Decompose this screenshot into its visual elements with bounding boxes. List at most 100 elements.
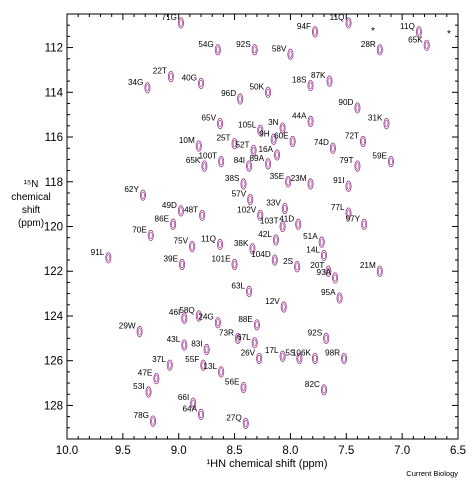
peak-contour xyxy=(318,236,325,248)
peak-contour xyxy=(240,178,247,190)
peak-contour xyxy=(387,156,394,168)
peak-contour-inner xyxy=(238,95,243,103)
peak-label: 11Q xyxy=(400,22,415,31)
peak-contour-outer xyxy=(354,102,361,114)
peak-contour xyxy=(325,265,332,277)
peak-contour xyxy=(329,142,336,154)
peak-contour-inner xyxy=(274,236,278,244)
peak-contour-inner xyxy=(355,162,360,170)
peak-label: 89A xyxy=(250,154,265,163)
peak-contour-inner xyxy=(308,180,313,188)
peak-contour-inner xyxy=(288,50,293,58)
peak-contour-inner xyxy=(252,46,257,54)
peak-contour-outer xyxy=(201,160,208,172)
peak-contour-outer xyxy=(200,359,207,371)
peak-label: 97Y xyxy=(346,214,361,223)
peak-label: 21M xyxy=(360,261,376,270)
peak-label: 28R xyxy=(361,40,376,49)
peak-label: 98R xyxy=(325,348,340,357)
peak-label: 43L xyxy=(167,335,181,344)
peak-contour-outer xyxy=(320,384,327,396)
peak-contour-inner xyxy=(182,314,187,322)
peak-contour xyxy=(181,339,188,351)
peak-contour-outer xyxy=(336,292,343,304)
peak-contour-inner xyxy=(275,151,279,159)
peak-contour-inner xyxy=(313,28,317,36)
peak-contour xyxy=(279,122,286,134)
peak-label: 38K xyxy=(234,239,249,248)
peak-contour-inner xyxy=(377,267,382,275)
peak-contour xyxy=(203,343,210,356)
peak-contour xyxy=(289,135,296,148)
peak-label: 20T xyxy=(310,261,324,270)
peak-contour xyxy=(345,17,352,29)
peak-label: 22T xyxy=(153,67,167,76)
peak-label: 65K xyxy=(408,35,423,44)
peak-contour xyxy=(336,292,343,304)
peak-contour xyxy=(383,118,390,130)
peak-label: 58Q xyxy=(179,306,194,315)
peak-label: 9H xyxy=(259,129,270,138)
peak-contour xyxy=(145,386,152,398)
peak-contour-outer xyxy=(323,332,330,344)
peak-label: 57V xyxy=(232,190,247,199)
peak-label: 37L xyxy=(152,355,166,364)
peak-contour-inner xyxy=(154,375,159,383)
peak-contour xyxy=(250,144,257,157)
peak-contour-outer xyxy=(257,124,264,136)
peak-contour-inner xyxy=(252,339,257,347)
peak-contour xyxy=(312,352,319,365)
peak-contour-outer xyxy=(249,243,256,255)
peak-contour-outer xyxy=(153,373,160,385)
peak-contour-inner xyxy=(257,354,261,363)
peak-contour xyxy=(265,158,272,170)
peak-label: 70E xyxy=(132,225,147,234)
peak-contour xyxy=(199,209,206,221)
peak-contour-outer xyxy=(326,75,333,87)
peak-contour-inner xyxy=(145,84,150,92)
peak-label: 105L xyxy=(238,120,257,129)
peak-label: 2S xyxy=(283,257,294,266)
peak-label: 49D xyxy=(162,201,177,210)
peak-contour-outer xyxy=(214,317,221,329)
peak-label: 84I xyxy=(234,156,245,165)
peak-label: 74D xyxy=(314,138,329,147)
peak-label-layer: 71G 94F 11Q 11Q 54G 92S 58V 28R 65K 22T 40G 87K 34G 5… xyxy=(91,13,424,422)
peak-label: 91L xyxy=(91,248,105,257)
peak-contour-inner xyxy=(280,352,285,360)
peak-contour-inner xyxy=(151,417,155,425)
peak-contour-outer xyxy=(383,118,390,130)
peak-label: 86E xyxy=(155,214,170,223)
peak-contour-inner xyxy=(342,354,346,363)
y-tick-label: 124 xyxy=(44,311,64,323)
peak-contour-outer xyxy=(179,258,186,271)
peak-contour-inner xyxy=(241,180,246,188)
peak-label: 102V xyxy=(237,205,257,214)
peak-contour-outer xyxy=(296,352,303,365)
peak-contour-outer xyxy=(285,176,292,188)
peak-contour-inner xyxy=(313,354,317,363)
peak-contour-inner xyxy=(247,287,251,295)
peak-label: 25T xyxy=(216,134,230,143)
peak-contour-outer xyxy=(265,158,272,170)
peak-contour-inner xyxy=(232,140,237,148)
y-tick-label: 118 xyxy=(45,177,63,189)
y-axis-label-line: shift xyxy=(21,205,41,216)
peak-contour-inner xyxy=(199,79,203,87)
peak-label: 38S xyxy=(225,174,240,183)
peak-contour xyxy=(323,332,330,344)
peak-contour xyxy=(354,160,361,172)
peak-contour xyxy=(217,238,224,250)
peak-contour-inner xyxy=(377,46,382,54)
peak-contour-inner xyxy=(219,158,224,166)
peak-contour-outer xyxy=(287,48,294,60)
peak-contour xyxy=(274,149,281,161)
peak-label: 54G xyxy=(198,40,213,49)
annotation-asterisk: * xyxy=(371,26,375,37)
peak-contour-inner xyxy=(201,361,206,369)
peak-contour-inner xyxy=(324,334,329,342)
peak-contour-outer xyxy=(217,238,224,250)
peak-contour-inner xyxy=(250,245,255,253)
peak-contour-inner xyxy=(251,146,256,154)
